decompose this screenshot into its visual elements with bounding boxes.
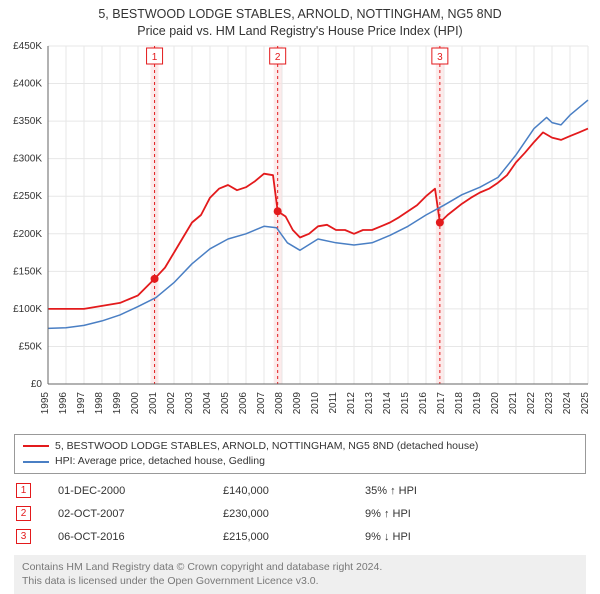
svg-text:2021: 2021 [508, 391, 519, 414]
svg-text:2007: 2007 [256, 391, 267, 414]
transaction-delta: 9% ↑ HPI [365, 503, 505, 524]
svg-text:2008: 2008 [274, 391, 285, 414]
transaction-date: 06-OCT-2016 [46, 526, 221, 547]
svg-text:2019: 2019 [472, 391, 483, 414]
svg-text:2005: 2005 [220, 391, 231, 414]
transactions-table: 1 01-DEC-2000£140,00035% ↑ HPI 2 02-OCT-200… [14, 478, 507, 549]
transaction-delta: 35% ↑ HPI [365, 480, 505, 501]
svg-text:£300K: £300K [13, 153, 42, 164]
svg-text:1997: 1997 [76, 391, 87, 414]
transaction-row: 3 06-OCT-2016£215,0009% ↓ HPI [16, 526, 505, 547]
transaction-delta: 9% ↓ HPI [365, 526, 505, 547]
line-chart-svg: £0 £50K £100K £150K £200K £250K £300K £350K £400… [0, 40, 600, 430]
attribution: Contains HM Land Registry data © Crown c… [14, 555, 586, 593]
svg-text:1: 1 [152, 52, 158, 63]
transaction-row: 2 02-OCT-2007£230,0009% ↑ HPI [16, 503, 505, 524]
legend-item: HPI: Average price, detached house, Gedl… [23, 454, 577, 469]
svg-text:2023: 2023 [544, 391, 555, 414]
chart-title-block: 5, BESTWOOD LODGE STABLES, ARNOLD, NOTTI… [0, 0, 600, 40]
svg-text:£350K: £350K [13, 116, 42, 127]
marker-badge: 3 [16, 529, 31, 544]
transaction-date: 02-OCT-2007 [46, 503, 221, 524]
legend-swatch [23, 461, 49, 463]
legend-label: 5, BESTWOOD LODGE STABLES, ARNOLD, NOTTI… [55, 439, 478, 454]
svg-text:2009: 2009 [292, 391, 303, 414]
svg-text:1996: 1996 [58, 391, 69, 414]
svg-text:2017: 2017 [436, 391, 447, 414]
svg-text:£400K: £400K [13, 78, 42, 89]
svg-text:2025: 2025 [580, 391, 591, 414]
svg-text:2006: 2006 [238, 391, 249, 414]
svg-text:2: 2 [275, 52, 281, 63]
transaction-price: £230,000 [223, 503, 363, 524]
svg-text:£200K: £200K [13, 229, 42, 240]
attribution-line: This data is licensed under the Open Gov… [22, 574, 578, 588]
svg-text:2022: 2022 [526, 391, 537, 414]
svg-text:2002: 2002 [166, 391, 177, 414]
svg-text:2011: 2011 [328, 391, 339, 413]
marker-badge: 2 [16, 506, 31, 521]
marker-badge: 1 [16, 483, 31, 498]
attribution-line: Contains HM Land Registry data © Crown c… [22, 560, 578, 574]
svg-text:2014: 2014 [382, 391, 393, 414]
svg-text:2003: 2003 [184, 391, 195, 414]
chart-title-line1: 5, BESTWOOD LODGE STABLES, ARNOLD, NOTTI… [0, 6, 600, 23]
svg-text:1995: 1995 [40, 391, 51, 414]
svg-text:1998: 1998 [94, 391, 105, 414]
svg-text:2012: 2012 [346, 391, 357, 414]
svg-text:2015: 2015 [400, 391, 411, 414]
svg-text:2001: 2001 [148, 391, 159, 414]
svg-text:2018: 2018 [454, 391, 465, 414]
svg-text:£450K: £450K [13, 41, 42, 52]
transaction-price: £215,000 [223, 526, 363, 547]
svg-text:£150K: £150K [13, 266, 42, 277]
transaction-date: 01-DEC-2000 [46, 480, 221, 501]
legend-item: 5, BESTWOOD LODGE STABLES, ARNOLD, NOTTI… [23, 439, 577, 454]
chart-area: £0 £50K £100K £150K £200K £250K £300K £350K £400… [0, 40, 600, 430]
svg-text:2016: 2016 [418, 391, 429, 414]
svg-text:1999: 1999 [112, 391, 123, 414]
svg-text:£100K: £100K [13, 304, 42, 315]
legend-swatch [23, 445, 49, 447]
legend: 5, BESTWOOD LODGE STABLES, ARNOLD, NOTTI… [14, 434, 586, 474]
transaction-row: 1 01-DEC-2000£140,00035% ↑ HPI [16, 480, 505, 501]
svg-text:3: 3 [437, 52, 443, 63]
svg-text:£50K: £50K [19, 341, 43, 352]
svg-text:2010: 2010 [310, 391, 321, 414]
svg-text:2000: 2000 [130, 391, 141, 414]
svg-text:£0: £0 [31, 379, 43, 390]
svg-text:2004: 2004 [202, 391, 213, 414]
svg-text:2024: 2024 [562, 391, 573, 414]
chart-title-line2: Price paid vs. HM Land Registry's House … [0, 23, 600, 40]
svg-text:£250K: £250K [13, 191, 42, 202]
svg-text:2020: 2020 [490, 391, 501, 414]
transaction-price: £140,000 [223, 480, 363, 501]
svg-text:2013: 2013 [364, 391, 375, 414]
legend-label: HPI: Average price, detached house, Gedl… [55, 454, 265, 469]
